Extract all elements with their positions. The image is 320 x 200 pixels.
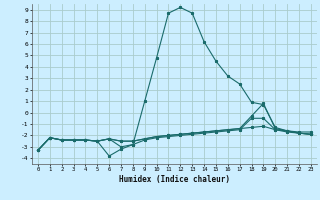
X-axis label: Humidex (Indice chaleur): Humidex (Indice chaleur) [119, 175, 230, 184]
